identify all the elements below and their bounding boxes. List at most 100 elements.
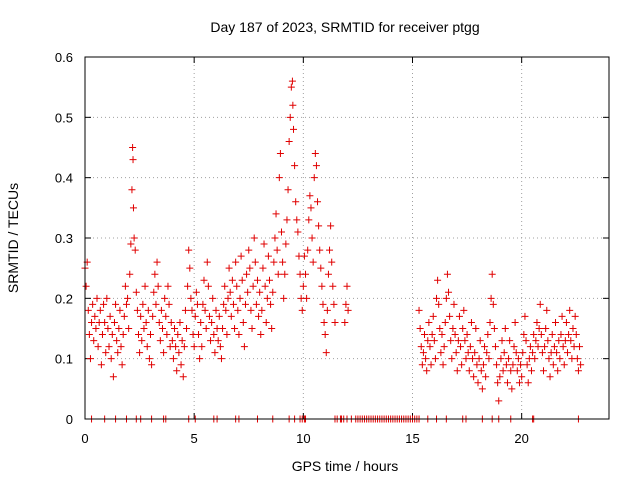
data-point (235, 331, 243, 339)
data-point (314, 198, 322, 206)
data-point (129, 144, 137, 151)
data-point (163, 331, 171, 339)
data-point (450, 300, 458, 308)
data-point (344, 306, 352, 314)
data-point (174, 331, 182, 339)
data-point (523, 361, 531, 369)
y-tick-label: 0 (66, 412, 73, 427)
data-point (501, 325, 509, 332)
data-point (219, 325, 227, 332)
data-point (508, 385, 516, 393)
data-point (434, 276, 442, 284)
data-point (439, 361, 447, 369)
data-point (418, 361, 426, 369)
data-point (541, 343, 549, 351)
data-point (546, 373, 554, 381)
data-point (176, 318, 184, 326)
data-point (272, 210, 280, 218)
data-point (531, 355, 539, 363)
data-point (479, 361, 487, 369)
data-point (532, 337, 540, 345)
data-point (524, 379, 532, 387)
data-point (227, 312, 235, 320)
data-point (312, 162, 320, 170)
data-point (285, 137, 293, 145)
data-point (341, 318, 349, 326)
data-point (104, 325, 112, 332)
data-point (303, 294, 311, 302)
data-point (289, 101, 297, 109)
data-point (177, 361, 185, 369)
data-point (259, 264, 267, 272)
data-point (330, 300, 338, 308)
data-point (204, 282, 212, 290)
data-point (431, 355, 439, 363)
data-point (493, 361, 501, 369)
data-point (550, 343, 558, 351)
data-point (538, 349, 546, 357)
data-point (526, 343, 534, 351)
data-point (496, 373, 504, 381)
data-point (548, 331, 556, 339)
data-point (321, 331, 329, 339)
data-point (98, 331, 106, 339)
data-point (130, 234, 138, 242)
data-points (81, 77, 585, 423)
data-point (279, 258, 287, 266)
data-point (491, 343, 499, 351)
data-point (118, 361, 126, 369)
data-point (473, 361, 481, 369)
data-point (215, 312, 223, 320)
data-point (556, 355, 564, 363)
data-point (554, 367, 562, 375)
data-point (302, 270, 310, 278)
data-point (262, 318, 270, 326)
data-point (224, 294, 232, 302)
data-point (497, 355, 505, 363)
data-point (549, 361, 557, 369)
data-point (460, 306, 468, 314)
data-point (512, 349, 520, 357)
data-point (293, 216, 301, 224)
x-tick-label: 5 (191, 431, 198, 446)
data-point (271, 234, 279, 242)
data-point (533, 318, 541, 326)
data-point (127, 240, 135, 248)
data-point (263, 294, 271, 302)
data-point (97, 361, 105, 369)
data-point (222, 306, 230, 314)
data-point (315, 222, 323, 230)
data-point (323, 306, 331, 314)
data-point (290, 125, 298, 133)
data-point (520, 331, 528, 339)
data-point (275, 174, 283, 182)
data-point (132, 288, 140, 296)
data-point (120, 312, 128, 320)
data-point (331, 318, 339, 326)
data-point (342, 300, 350, 308)
data-point (513, 367, 521, 375)
data-point (143, 343, 151, 351)
data-point (198, 343, 206, 351)
data-point (534, 343, 542, 351)
data-point (490, 325, 498, 332)
y-tick-label: 0.2 (55, 291, 73, 306)
data-point (202, 325, 210, 332)
data-point (565, 331, 573, 339)
data-point (257, 331, 265, 339)
data-point (488, 270, 496, 278)
data-point (562, 318, 570, 326)
data-point (509, 361, 517, 369)
data-point (435, 300, 443, 308)
data-point (415, 306, 423, 314)
data-point (484, 331, 492, 339)
data-point (571, 312, 579, 320)
data-point (168, 337, 176, 345)
data-point (140, 325, 148, 332)
data-point (233, 282, 241, 290)
data-point (527, 367, 535, 375)
data-point (519, 349, 527, 357)
data-point (247, 306, 255, 314)
data-point (421, 331, 429, 339)
data-point (184, 282, 192, 290)
